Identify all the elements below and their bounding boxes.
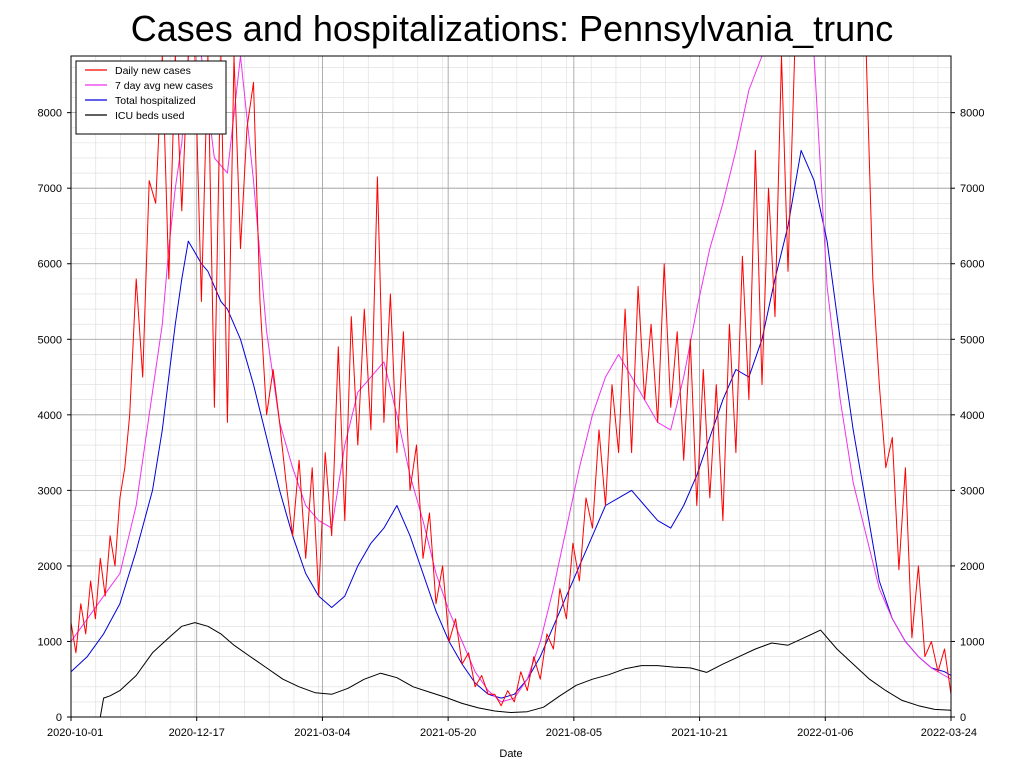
y-tick-label-right: 0 (960, 712, 966, 724)
plot-frame (70, 55, 952, 718)
x-tick-label: 2021-05-20 (420, 727, 476, 739)
y-tick-label-right: 8000 (960, 108, 984, 120)
y-tick-label-right: 5000 (960, 334, 984, 346)
legend-entry-label: Total hospitalized (115, 95, 196, 107)
y-tick-label-left: 5000 (38, 334, 62, 346)
y-tick-label-right: 7000 (960, 183, 984, 195)
y-tick-label-left: 7000 (38, 183, 62, 195)
y-tick-label-left: 8000 (38, 108, 62, 120)
major-gridlines (70, 56, 952, 718)
y-tick-label-left: 3000 (38, 485, 62, 497)
x-tick-label: 2021-08-05 (546, 727, 602, 739)
y-tick-label-left: 1000 (38, 636, 62, 648)
series-line-7-day-avg-new-cases (70, 55, 952, 703)
legend-entry-label: 7 day avg new cases (115, 80, 213, 92)
y-tick-label-right: 4000 (960, 410, 984, 422)
y-tick-label-left: 6000 (38, 259, 62, 271)
y-tick-label-right: 3000 (960, 485, 984, 497)
legend: Daily new cases 7 day avg new cases Total … (75, 60, 227, 135)
y-tick-label-left: 2000 (38, 561, 62, 573)
chart-title: Cases and hospitalizations: Pennsylvania… (130, 8, 894, 49)
legend-box (75, 60, 227, 135)
x-tick-label: 2022-01-06 (797, 727, 853, 739)
x-tick-label: 2020-10-01 (47, 727, 103, 739)
series-line-icu-beds-used (71, 622, 952, 718)
legend-entry-label: Daily new cases (115, 65, 191, 77)
x-tick-label: 2020-12-17 (169, 727, 225, 739)
y-tick-label-left: 4000 (38, 410, 62, 422)
x-tick-label: 2021-10-21 (671, 727, 727, 739)
series-line-daily-new-cases (70, 55, 952, 707)
x-tick-label: 2021-03-04 (294, 727, 350, 739)
minor-gridlines (70, 56, 951, 718)
tick-labels: 0 0 1000 1000 2000 2000 3000 3000 4000 4000 5000 50… (38, 108, 985, 739)
y-tick-label-right: 6000 (960, 259, 984, 271)
legend-entry-label: ICU beds used (115, 110, 185, 122)
y-tick-label-right: 2000 (960, 561, 984, 573)
series-layer (70, 55, 952, 718)
y-tick-label-left: 0 (56, 712, 62, 724)
x-axis-label: Date (499, 748, 522, 760)
y-tick-label-right: 1000 (960, 636, 984, 648)
x-tick-label: 2022-03-24 (921, 727, 977, 739)
